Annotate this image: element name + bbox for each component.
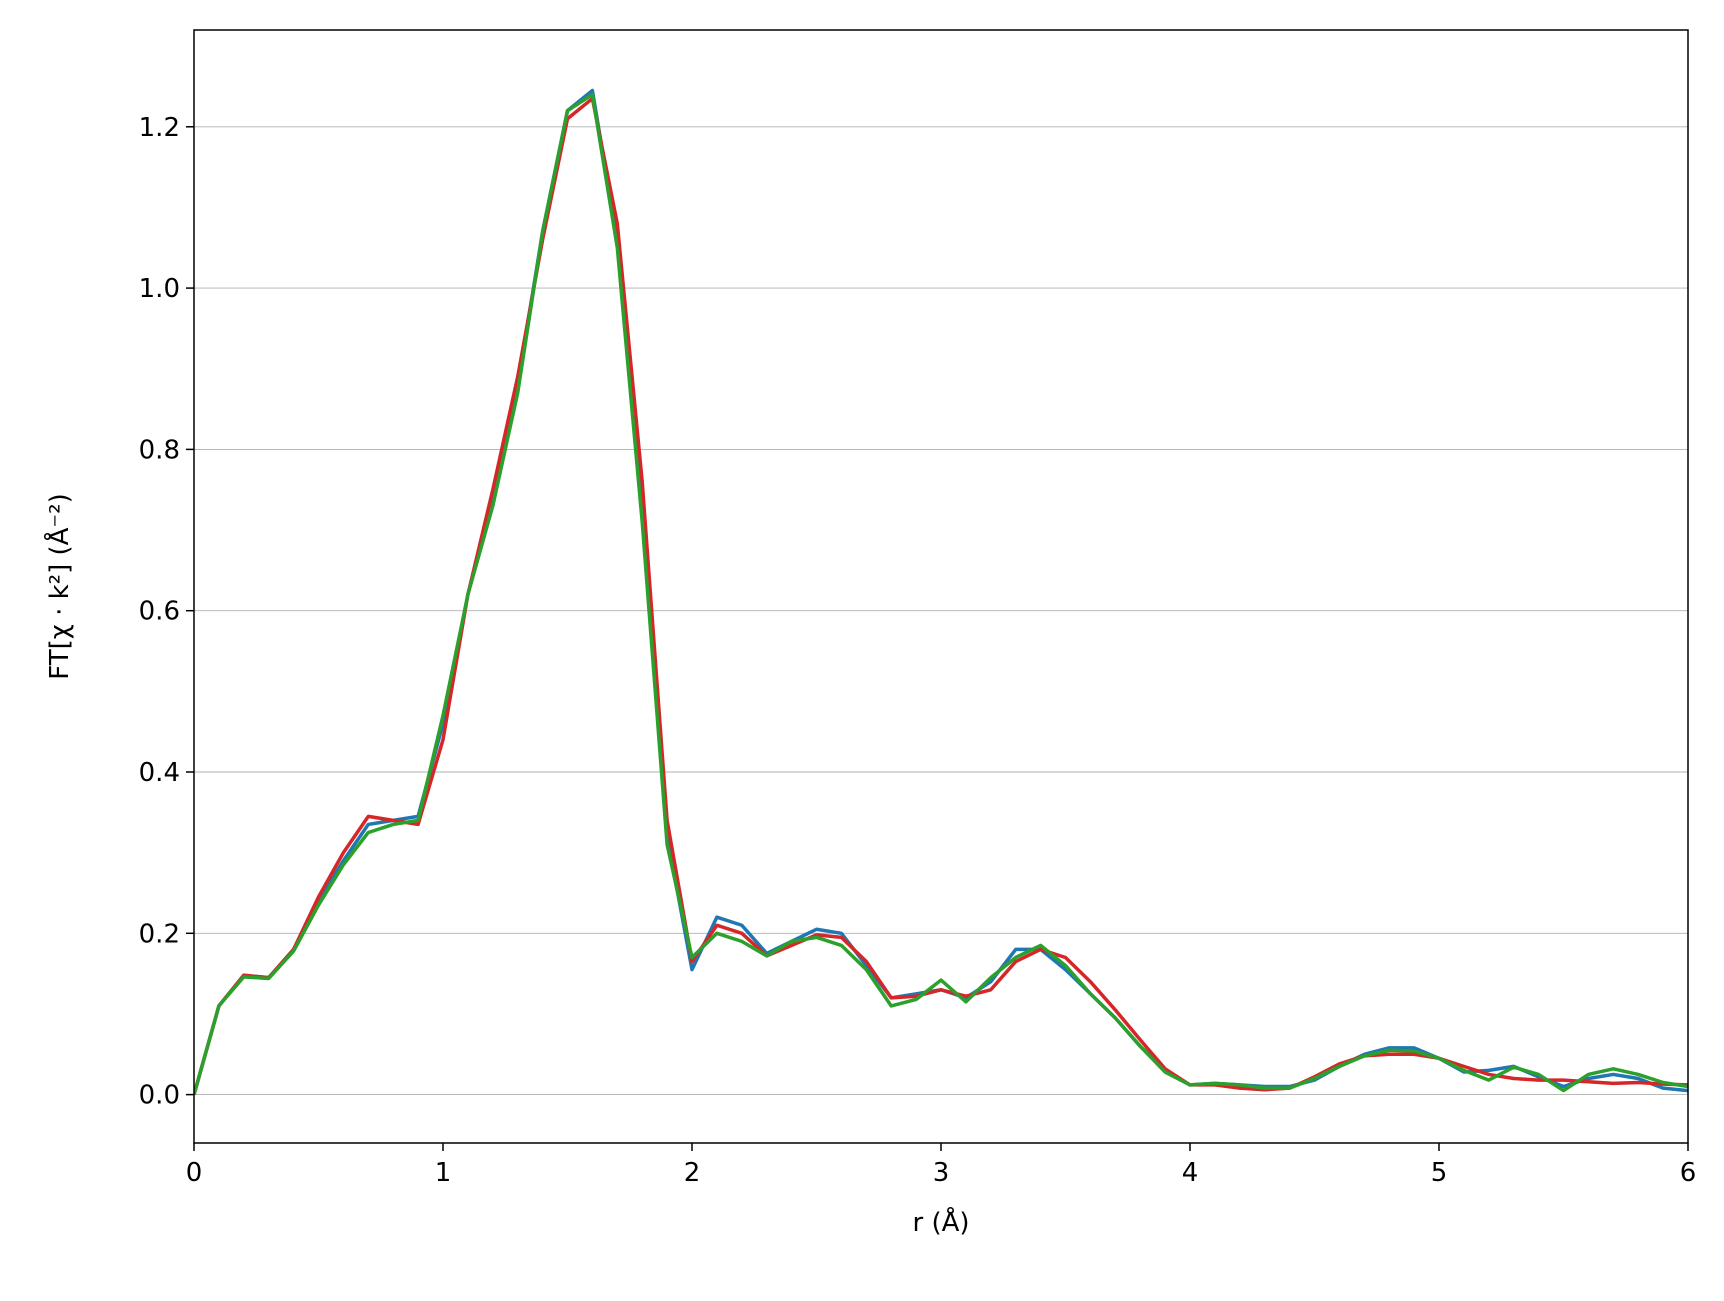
y-tick-label: 0.6 xyxy=(139,597,180,627)
y-tick-label: 0.2 xyxy=(139,919,180,949)
plot-frame xyxy=(193,29,1689,1144)
x-tick-label: 3 xyxy=(933,1158,950,1188)
y-tick-label: 0.4 xyxy=(139,758,180,788)
y-tick-label: 1.2 xyxy=(139,113,180,143)
x-tick-label: 0 xyxy=(186,1158,203,1188)
x-tick-label: 4 xyxy=(1182,1158,1199,1188)
y-axis-label: FT[χ · k²] (Å⁻²) xyxy=(43,493,75,679)
x-tick-label: 6 xyxy=(1680,1158,1697,1188)
y-tick-label: 0.0 xyxy=(139,1081,180,1111)
x-tick-label: 2 xyxy=(684,1158,701,1188)
x-tick-label: 1 xyxy=(435,1158,452,1188)
x-axis-label: r (Å) xyxy=(912,1206,969,1238)
data-line xyxy=(194,88,1688,1096)
data-line xyxy=(194,96,1688,1096)
data-line xyxy=(194,92,1688,1096)
y-tick-label: 0.8 xyxy=(139,435,180,465)
x-tick-label: 5 xyxy=(1431,1158,1448,1188)
y-tick-label: 1.0 xyxy=(139,274,180,304)
